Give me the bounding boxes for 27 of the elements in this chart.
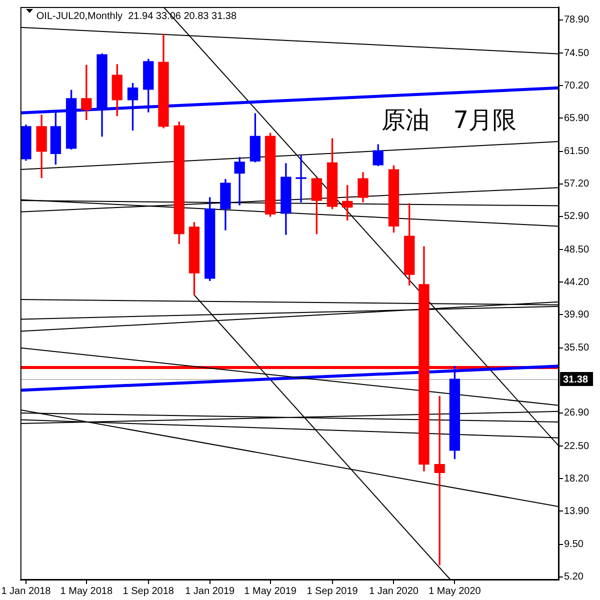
y-tick-label: 44.20 (564, 276, 590, 288)
y-tick-label: 9.50 (564, 539, 584, 550)
y-tick-label: 26.90 (564, 408, 590, 419)
x-tick-label: 1 Jan 2020 (368, 586, 419, 597)
y-tick-label: 61.50 (564, 146, 590, 158)
y-tick-label: 52.90 (564, 211, 590, 222)
ref-line-label: 31.38 (563, 374, 588, 386)
x-tick-label: 1 May 2019 (244, 586, 297, 597)
x-tick-label: 1 Jan 2018 (1, 586, 52, 597)
y-tick-label: 57.20 (564, 178, 590, 190)
y-tick-label: 35.50 (564, 342, 590, 354)
y-tick-label: 78.90 (564, 14, 590, 26)
x-tick-label: 1 May 2018 (60, 586, 113, 597)
y-tick-label: 70.20 (564, 80, 590, 92)
y-tick-label: 39.90 (564, 309, 590, 320)
x-tick-label: 1 Jan 2019 (185, 586, 236, 597)
y-tick-label: 18.20 (564, 473, 590, 484)
y-tick-label: 74.50 (564, 48, 590, 59)
y-tick-label: 22.50 (564, 440, 590, 452)
y-tick-label: 13.90 (564, 506, 590, 517)
y-tick-label: 65.90 (564, 112, 590, 124)
y-tick-label: 5.20 (564, 572, 584, 583)
annotation: 原油 7月限 (381, 106, 517, 134)
y-tick-label: 48.50 (564, 244, 590, 256)
x-tick-label: 1 Sep 2018 (122, 586, 174, 597)
x-tick-label: 1 May 2020 (428, 586, 482, 597)
x-tick-label: 1 Sep 2019 (306, 586, 358, 597)
